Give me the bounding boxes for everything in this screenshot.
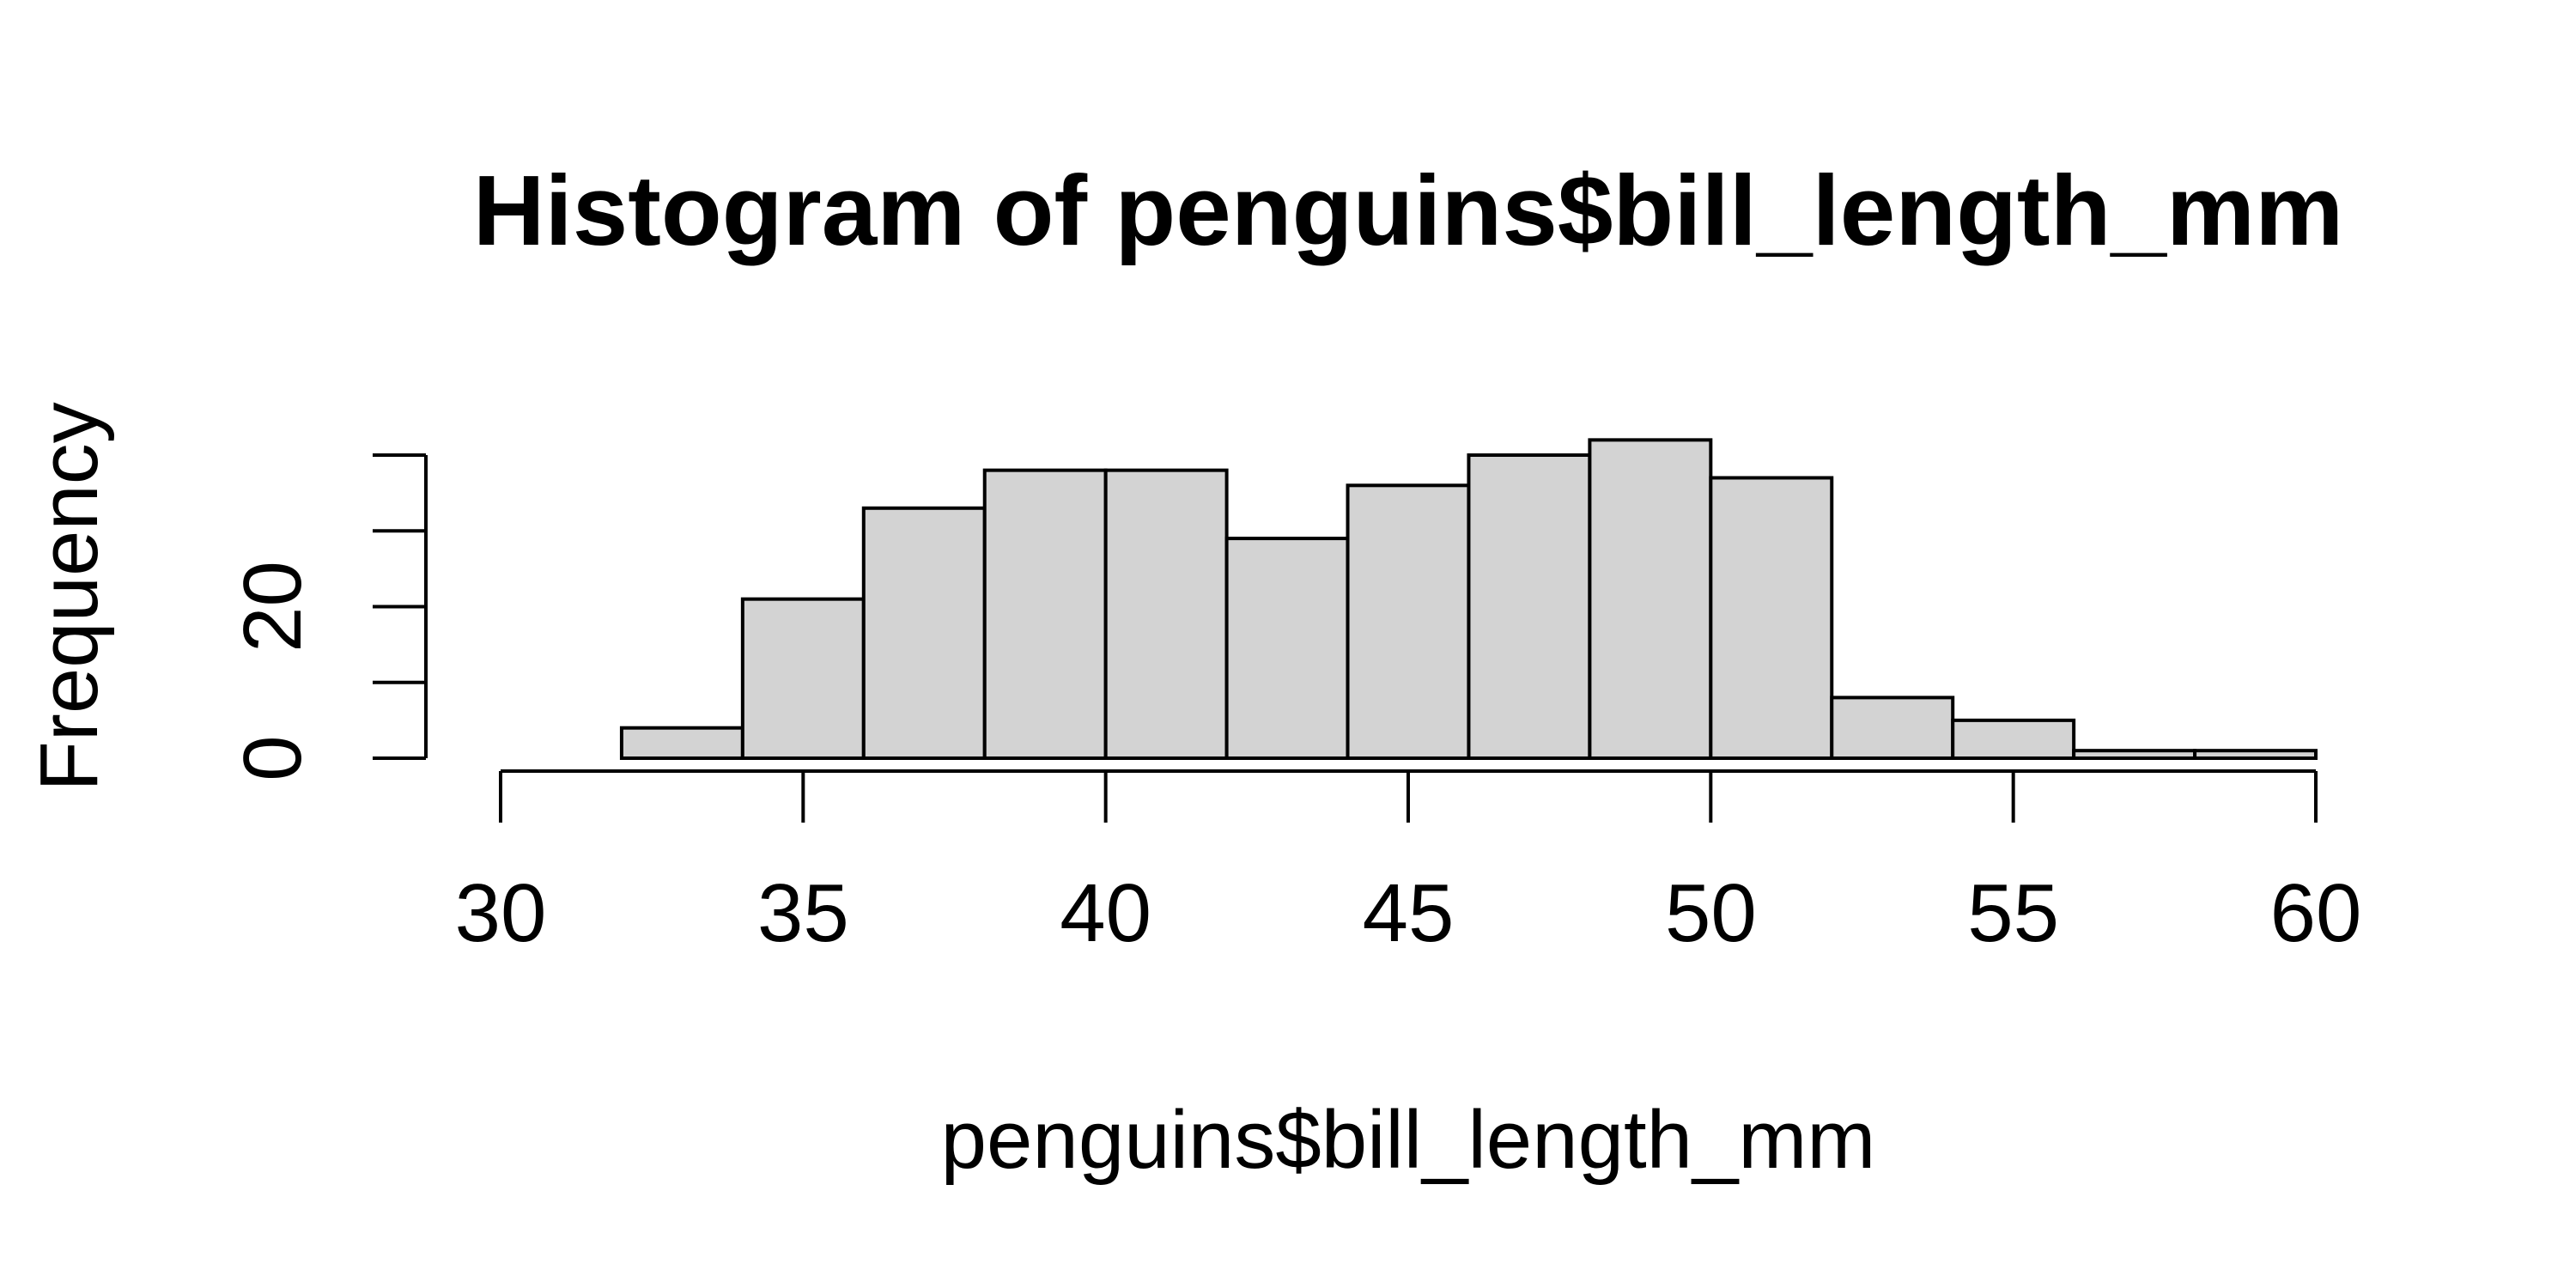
chart-title: Histogram of penguins$bill_length_mm: [473, 155, 2343, 266]
histogram-bar-4: [982, 468, 1108, 761]
histogram-bar-11: [1830, 696, 1955, 761]
x-tick-label: 45: [1363, 867, 1455, 959]
histogram-bar-9: [1588, 438, 1713, 760]
x-tick-label: 55: [1967, 867, 2059, 959]
x-tick-label: 35: [757, 867, 849, 959]
histogram-bar-7: [1346, 483, 1471, 760]
histogram-bar-13: [2072, 749, 2197, 760]
histogram-bar-3: [861, 506, 987, 761]
histogram-bar-12: [1951, 718, 2076, 760]
x-tick-label: 60: [2270, 867, 2362, 959]
y-axis-label: Frequency: [23, 402, 115, 792]
x-axis: 30 35 40 45 50 55 60: [455, 769, 2362, 959]
y-axis: 0 20: [227, 453, 428, 781]
x-axis-label: penguins$bill_length_mm: [941, 1094, 1876, 1186]
histogram-bars: [619, 438, 2318, 761]
x-tick-label: 50: [1665, 867, 1757, 959]
histogram-bar-10: [1709, 476, 1834, 760]
histogram-bar-1: [619, 726, 744, 761]
y-tick-label: 0: [227, 735, 319, 781]
x-tick-label: 30: [455, 867, 547, 959]
histogram-bar-8: [1467, 453, 1592, 760]
histogram-bar-6: [1224, 537, 1350, 761]
y-tick-label: 20: [227, 561, 319, 653]
histogram-bar-5: [1103, 468, 1229, 761]
histogram-bar-14: [2193, 749, 2318, 760]
histogram-bar-2: [740, 597, 866, 760]
x-tick-label: 40: [1060, 867, 1151, 959]
